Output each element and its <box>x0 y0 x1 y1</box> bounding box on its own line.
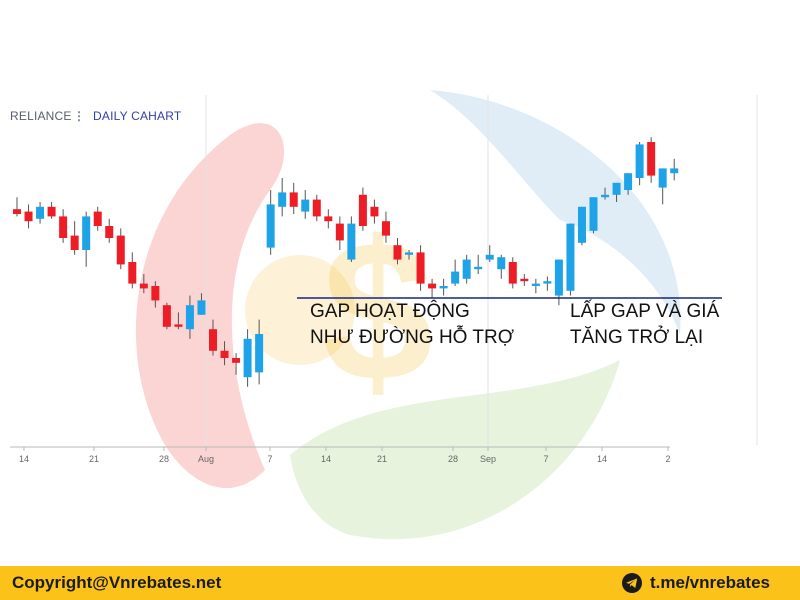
x-tick-label: 21 <box>377 454 387 464</box>
candle-down <box>393 245 402 260</box>
copyright-text: Copyright@Vnrebates.net <box>12 573 222 592</box>
candle-up <box>439 286 448 289</box>
candle-up <box>255 334 264 373</box>
candle-down <box>312 199 321 217</box>
candle-up <box>347 223 356 260</box>
candle-down <box>162 305 171 327</box>
symbol-menu-icon[interactable]: ⋮ <box>73 109 86 123</box>
annotation-gap-support-line-1: GAP HOẠT ĐỘNG <box>310 301 470 322</box>
candle-down <box>220 350 229 358</box>
candle-up <box>451 271 460 284</box>
candle-down <box>24 211 33 222</box>
candle-up <box>670 168 679 174</box>
candle-up <box>658 168 667 188</box>
candle-down <box>47 206 56 217</box>
candle-down <box>508 262 517 284</box>
watermark-green-swoosh <box>290 360 620 540</box>
watermark-gold-coin <box>245 255 355 365</box>
candle-up <box>82 216 91 250</box>
candle-up <box>185 305 194 330</box>
telegram-link[interactable]: t.me/vnrebates <box>650 573 770 592</box>
candle-down <box>128 262 137 284</box>
candle-down <box>13 209 21 214</box>
candle-down <box>647 142 656 176</box>
candle-up <box>612 182 621 195</box>
candle-down <box>335 223 344 241</box>
x-tick-label: 14 <box>597 454 607 464</box>
candle-up <box>197 300 206 315</box>
telegram-icon[interactable] <box>621 572 643 594</box>
candle-up <box>474 266 483 270</box>
candle-down <box>358 194 367 226</box>
candle-down <box>70 235 79 250</box>
x-tick-label: 2 <box>665 454 670 464</box>
candle-up <box>635 144 644 178</box>
candle-up <box>554 259 563 296</box>
candle-up <box>589 197 598 231</box>
annotation-gap-filled-line-2: TĂNG TRỞ LẠI <box>570 327 704 348</box>
watermark-red-swoosh <box>135 123 285 489</box>
candle-down <box>370 206 379 217</box>
annotation-gap-support: GAP HOẠT ĐỘNG NHƯ ĐƯỜNG HỖ TRỢ <box>310 299 514 351</box>
candle-up <box>462 259 471 279</box>
x-tick-label: 7 <box>267 454 272 464</box>
candle-down <box>520 278 529 282</box>
candle-down <box>209 329 218 351</box>
candle-down <box>381 221 390 236</box>
x-tick-label: 28 <box>448 454 458 464</box>
candle-up <box>36 206 45 219</box>
candle-down <box>428 283 437 289</box>
candle-up <box>624 173 633 190</box>
annotation-gap-support-line-2: NHƯ ĐƯỜNG HỖ TRỢ <box>310 327 515 348</box>
candle-up <box>601 194 610 198</box>
candle-down <box>174 324 183 327</box>
candle-up <box>301 199 310 212</box>
candle-up <box>266 204 275 248</box>
candle-down <box>416 252 425 284</box>
candle-down <box>93 211 102 226</box>
annotation-gap-filled: LẤP GAP VÀ GIÁ TĂNG TRỞ LẠI <box>570 299 719 351</box>
candle-up <box>405 252 414 255</box>
x-tick-label: Aug <box>198 454 214 464</box>
candle-down <box>105 226 114 238</box>
interval-label[interactable]: DAILY CAHART <box>93 109 182 123</box>
x-tick-label: 21 <box>89 454 99 464</box>
watermark-blue-swoosh <box>430 90 681 335</box>
x-tick-label: 14 <box>19 454 29 464</box>
candle-up <box>497 257 506 270</box>
candle-down <box>232 358 241 363</box>
candle-up <box>278 192 287 207</box>
candle-up <box>485 254 494 260</box>
candle-down <box>151 286 160 301</box>
candle-up <box>531 283 540 286</box>
annotation-gap-filled-line-1: LẤP GAP VÀ GIÁ <box>570 301 720 322</box>
x-tick-label: 7 <box>543 454 548 464</box>
x-tick-label: 14 <box>321 454 331 464</box>
candle-down <box>324 216 333 222</box>
candle-down <box>289 192 298 207</box>
candle-down <box>59 216 68 238</box>
candle-up <box>566 223 575 291</box>
candle-up <box>577 206 586 243</box>
candle-up <box>243 338 252 378</box>
x-tick-label: 28 <box>159 454 169 464</box>
x-tick-label: Sep <box>480 454 496 464</box>
footer-bar: Copyright@Vnrebates.net t.me/vnrebates <box>0 566 800 600</box>
candle-down <box>139 283 148 289</box>
symbol-label: RELIANCE <box>10 109 72 123</box>
candle-down <box>116 235 125 265</box>
candle-up <box>543 281 552 284</box>
